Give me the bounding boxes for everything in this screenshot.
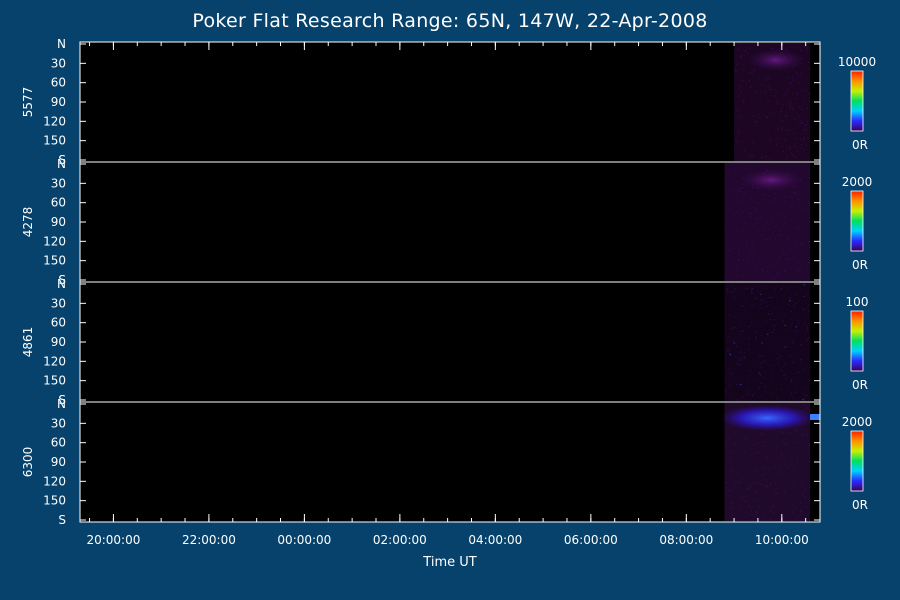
y-tick-label: 60: [51, 196, 66, 210]
panel-6300: N 30 60 90 120 150 S 6300 2000 0R: [21, 397, 872, 527]
y-tick-label: S: [58, 153, 66, 167]
y-tick-label: 30: [51, 296, 66, 310]
colorbar-max-label: 2000: [842, 415, 873, 429]
emission-band-edge: [810, 414, 820, 420]
y-tick-label: 60: [51, 436, 66, 450]
y-tick-label: 150: [43, 494, 66, 508]
y-tick-label: 90: [51, 95, 66, 109]
y-tick-label: 120: [43, 234, 66, 248]
y-tick-label: 150: [43, 374, 66, 388]
y-tick-label: N: [57, 37, 66, 51]
colorbar-min-label: 0R: [852, 498, 868, 512]
y-tick-label: 60: [51, 316, 66, 330]
panel-wavelength-label: 4278: [21, 207, 35, 238]
y-tick-label: 120: [43, 474, 66, 488]
x-tick-label: 10:00:00: [755, 533, 809, 547]
panel-background: [80, 42, 820, 162]
colorbar-min-label: 0R: [852, 138, 868, 152]
x-tick-label: 20:00:00: [86, 533, 140, 547]
panel-wavelength-label: 5577: [21, 87, 35, 118]
emission-data-region: [724, 283, 810, 401]
y-tick-label: N: [57, 277, 66, 291]
emission-speckle: [724, 404, 811, 520]
x-tick-label: 00:00:00: [277, 533, 331, 547]
y-tick-label: S: [58, 513, 66, 527]
y-tick-label: 30: [51, 416, 66, 430]
colorbar: [850, 310, 864, 372]
panel-background: [80, 162, 820, 282]
y-tick-label: 60: [51, 76, 66, 90]
y-tick-label: 90: [51, 215, 66, 229]
x-tick-label: 08:00:00: [659, 533, 713, 547]
colorbar: [850, 190, 864, 252]
y-tick-label: S: [58, 273, 66, 287]
colorbar-min-label: 0R: [852, 378, 868, 392]
x-tick-label: 22:00:00: [182, 533, 236, 547]
x-tick-label: 04:00:00: [468, 533, 522, 547]
colorbar: [850, 430, 864, 492]
emission-band: [720, 405, 815, 431]
panel-background: [80, 282, 820, 402]
y-tick-label: 150: [43, 134, 66, 148]
x-tick-label: 02:00:00: [373, 533, 427, 547]
y-tick-label: 120: [43, 354, 66, 368]
y-tick-label: 90: [51, 455, 66, 469]
colorbar: [850, 70, 864, 132]
panel-5577: N 30 60 90 120 150 S 5577 10000 0R: [21, 37, 876, 167]
y-tick-label: 150: [43, 254, 66, 268]
x-axis-label: Time UT: [423, 555, 477, 570]
emission-band: [737, 168, 806, 192]
colorbar-max-label: 10000: [838, 55, 876, 69]
emission-band: [745, 48, 807, 72]
chart-title: Poker Flat Research Range: 65N, 147W, 22…: [192, 10, 708, 32]
colorbar-max-label: 100: [846, 295, 869, 309]
colorbar-max-label: 2000: [842, 175, 873, 189]
y-tick-label: N: [57, 157, 66, 171]
panel-wavelength-label: 4861: [21, 327, 35, 358]
colorbar-min-label: 0R: [852, 258, 868, 272]
y-tick-label: 120: [43, 114, 66, 128]
x-tick-label: 06:00:00: [564, 533, 618, 547]
y-tick-label: N: [57, 397, 66, 411]
panel-4278: N 30 60 90 120 150 S 4278 2000 0R: [21, 157, 872, 287]
emission-speckle: [724, 164, 811, 280]
y-tick-label: 30: [51, 56, 66, 70]
panel-4861: N 30 60 90 120 150 S 4861 100 0R: [21, 277, 868, 407]
y-tick-label: 90: [51, 335, 66, 349]
y-tick-label: 30: [51, 176, 66, 190]
emission-speckle: [724, 284, 811, 401]
y-tick-label: S: [58, 393, 66, 407]
panel-wavelength-label: 6300: [21, 447, 35, 478]
panel-background: [80, 402, 820, 522]
